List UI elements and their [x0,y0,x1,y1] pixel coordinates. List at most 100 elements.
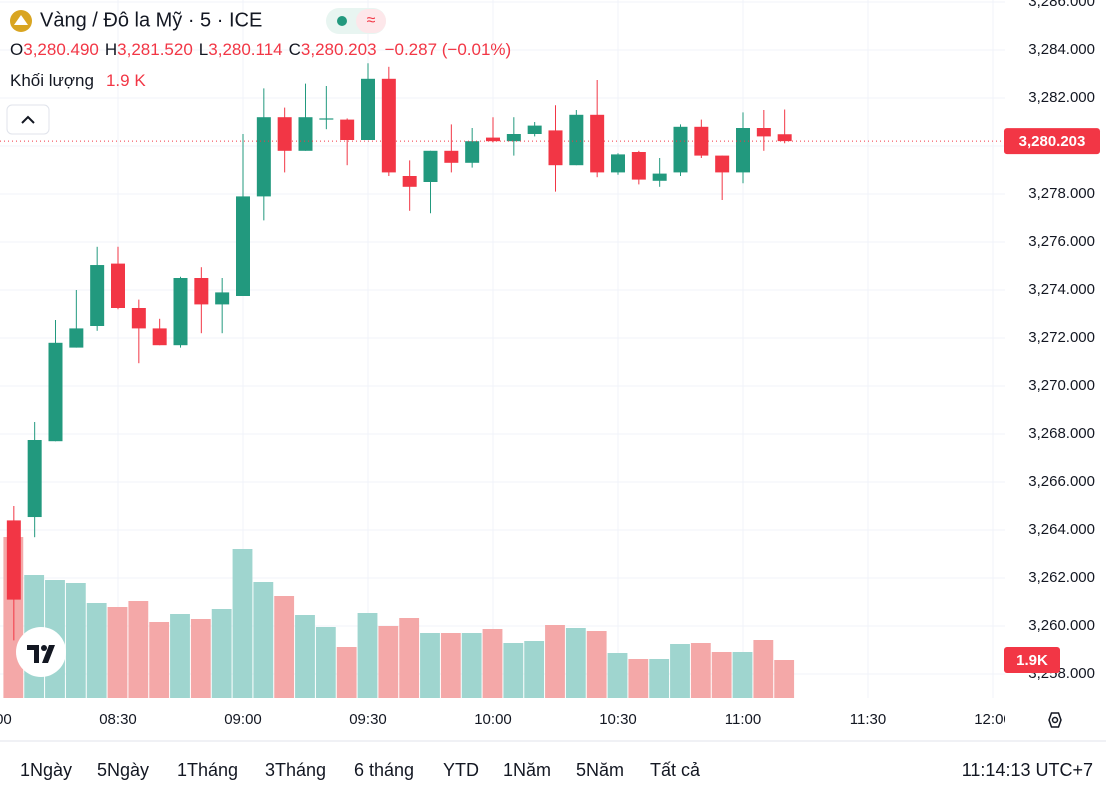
volume-bar [378,626,399,698]
y-tick-label: 3,262.000 [1028,569,1095,586]
range-button[interactable]: 6 tháng [354,760,414,780]
logo-dot [41,645,47,651]
candle-body [444,150,459,163]
volume-bar [628,659,649,698]
candle-body [777,134,792,142]
candle-body [548,130,563,166]
candle-body [569,114,584,166]
candle-body [256,117,271,197]
y-tick-label: 3,282.000 [1028,89,1095,106]
plot-area [0,0,1005,698]
low-value: 3,280.114 [208,40,282,59]
candle-body [486,137,500,142]
x-tick-label: 11:00 [725,711,761,728]
range-button[interactable]: 3Tháng [265,760,326,780]
x-tick-label: 09:30 [349,711,387,728]
ohlc-legend: O3,280.490 H3,281.520 L3,280.114 C3,280.203… [10,40,511,59]
clock: 11:14:13 UTC+7 [962,760,1093,780]
time-axis: 08:00 08:30 09:00 09:30 10:00 10:30 11:00 11:30… [0,711,1005,728]
x-tick-label: 08:30 [99,711,137,728]
settings-icon[interactable] [1048,712,1062,728]
volume-bar [65,583,86,698]
y-tick-label: 3,286.000 [1028,0,1095,10]
volume-bar [399,618,420,698]
settings-dot [1051,716,1059,724]
logo-circle [16,627,66,677]
candle-body [756,128,771,137]
symbol-icon-mark [14,15,28,25]
symbol-title: Vàng / Đô la Mỹ · 5 · ICE [40,9,262,31]
footer: 11:14:13 UTC+7 1Ngày 5Ngày 1Tháng 3Tháng 6 t… [20,760,1093,780]
volume-bar [586,631,607,698]
volume-bar [461,633,482,698]
volume-bar [774,660,795,698]
candle-body [6,520,21,600]
candle-body [340,119,355,140]
x-tick-label: 11:30 [850,711,886,728]
h-label: H [105,40,117,59]
y-tick-label: 3,274.000 [1028,281,1095,298]
delay-badge[interactable] [356,9,386,33]
y-tick-label: 3,272.000 [1028,329,1095,346]
range-button[interactable]: 1Ngày [20,760,72,780]
range-button[interactable]: 1Tháng [177,760,238,780]
open-value: 3,280.490 [23,40,99,59]
x-tick-label: 09:00 [224,711,262,728]
last-volume-box [1004,647,1060,673]
last-price-box [1004,128,1100,155]
c-label: C [289,40,301,59]
volume-bar [190,619,211,698]
candle-body [27,440,42,518]
candle-body [611,154,625,173]
range-button[interactable]: Tất cả [650,760,701,780]
volume-bar [711,652,732,698]
candle-body [48,342,63,442]
volume-bar [732,652,753,698]
collapse-button[interactable] [6,104,50,135]
last-price-label: 3,280.203 [1019,133,1086,150]
volume-bar [149,622,170,698]
header: Vàng / Đô la Mỹ · 5 · ICE ≈ O3,280.490 H3… [6,8,511,135]
last-volume-label: 1.9K [1016,652,1048,669]
volume-bar [295,615,315,698]
settings-hex[interactable] [1048,712,1062,728]
candle-body [277,117,292,151]
volume-bar [336,647,357,698]
volume-bar [274,596,295,698]
volume-bar [128,601,149,698]
y-tick-label: 3,276.000 [1028,233,1095,250]
candle-body [506,134,521,142]
volume-bar [211,609,232,698]
candle-body [215,292,230,305]
range-button[interactable]: YTD [443,760,479,780]
candle-body [736,128,750,173]
x-tick-label: 08:00 [0,711,12,728]
candle-body [111,263,125,308]
close-value: 3,280.203 [301,40,377,59]
y-tick-label: 3,266.000 [1028,473,1095,490]
range-button[interactable]: 5Năm [576,760,624,780]
y-tick-label: 3,268.000 [1028,425,1095,442]
candle-body [194,278,209,305]
y-tick-label: 3,278.000 [1028,185,1095,202]
candle-body [152,328,167,346]
l-label: L [199,40,208,59]
candle-body [631,152,646,180]
range-button[interactable]: 5Ngày [97,760,149,780]
volume-bar [482,629,503,698]
volume-bar [315,627,336,698]
candle-body [298,117,313,151]
volume-bar [690,643,711,698]
candle-body [173,278,188,346]
y-tick-label: 3,270.000 [1028,377,1095,394]
volume-bar [565,628,586,698]
market-open-dot [337,16,347,26]
change-value: −0.287 (−0.01%) [385,40,512,59]
volume-bar [107,607,128,698]
candle-body [236,196,250,296]
o-label: O [10,40,23,59]
y-tick-label: 3,260.000 [1028,617,1095,634]
range-button[interactable]: 1Năm [503,760,551,780]
volume-bar [253,582,274,698]
candle-body [652,173,667,181]
